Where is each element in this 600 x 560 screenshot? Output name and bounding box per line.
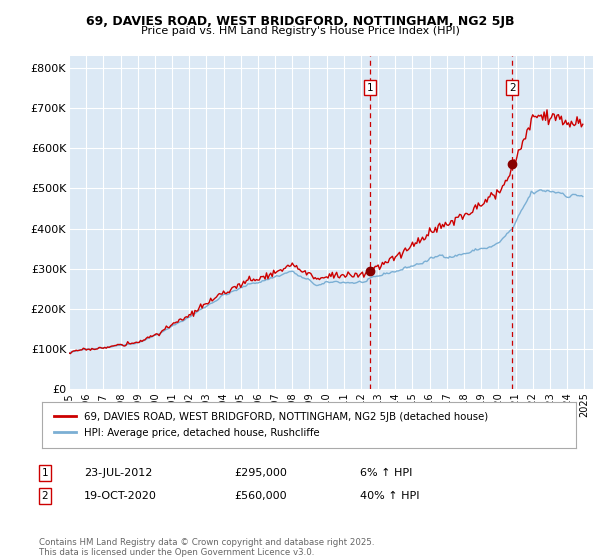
Text: 2: 2 (41, 491, 49, 501)
Text: 2: 2 (509, 83, 515, 92)
Text: £295,000: £295,000 (234, 468, 287, 478)
Text: 40% ↑ HPI: 40% ↑ HPI (360, 491, 419, 501)
Text: 69, DAVIES ROAD, WEST BRIDGFORD, NOTTINGHAM, NG2 5JB: 69, DAVIES ROAD, WEST BRIDGFORD, NOTTING… (86, 15, 514, 28)
Text: Contains HM Land Registry data © Crown copyright and database right 2025.
This d: Contains HM Land Registry data © Crown c… (39, 538, 374, 557)
Text: 1: 1 (367, 83, 374, 92)
Text: Price paid vs. HM Land Registry's House Price Index (HPI): Price paid vs. HM Land Registry's House … (140, 26, 460, 36)
Text: 6% ↑ HPI: 6% ↑ HPI (360, 468, 412, 478)
Text: £560,000: £560,000 (234, 491, 287, 501)
Text: 19-OCT-2020: 19-OCT-2020 (84, 491, 157, 501)
Text: 1: 1 (41, 468, 49, 478)
Legend: 69, DAVIES ROAD, WEST BRIDGFORD, NOTTINGHAM, NG2 5JB (detached house), HPI: Aver: 69, DAVIES ROAD, WEST BRIDGFORD, NOTTING… (50, 408, 493, 442)
Text: 23-JUL-2012: 23-JUL-2012 (84, 468, 152, 478)
